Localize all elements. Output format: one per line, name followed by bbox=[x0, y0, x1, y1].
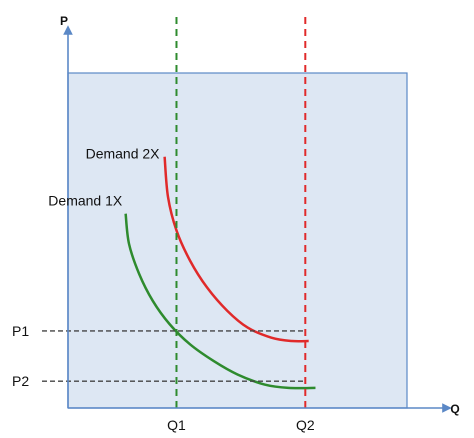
p1-label: P1 bbox=[12, 323, 29, 339]
demand-1x-curve bbox=[124, 213, 316, 390]
p2-label: P2 bbox=[12, 373, 29, 389]
q1-tick-label: Q1 bbox=[167, 417, 186, 433]
x-axis-label: Q bbox=[450, 402, 459, 416]
q2-tick-label: Q2 bbox=[296, 417, 315, 433]
demand-1x-label: Demand 1X bbox=[48, 192, 123, 208]
y-axis-label: P bbox=[60, 14, 68, 28]
plot-area bbox=[67, 72, 408, 409]
series-layer bbox=[124, 12, 316, 408]
guide-layer bbox=[42, 330, 306, 382]
demand-2x-curve bbox=[163, 156, 309, 343]
demand-2x-label: Demand 2X bbox=[86, 145, 161, 161]
